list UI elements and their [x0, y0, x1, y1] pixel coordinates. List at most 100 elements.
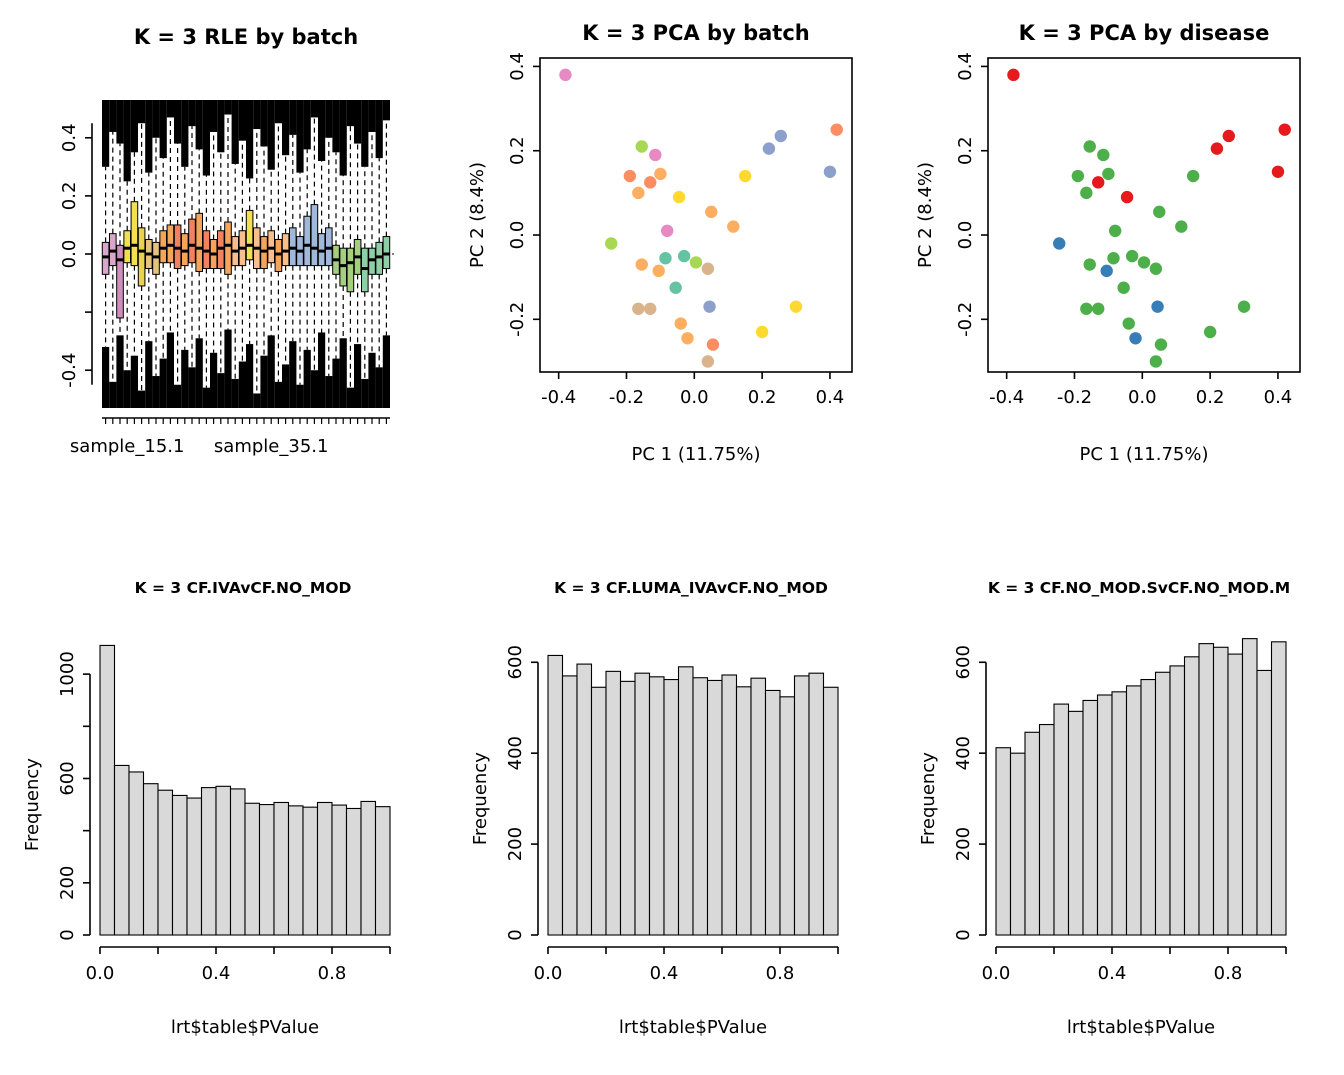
histogram-bar: [634, 672, 651, 936]
outlier-mass-top: [354, 100, 362, 144]
x-tick-label: 0.4: [816, 387, 845, 408]
outlier-mass-bottom: [174, 384, 182, 408]
y-tick-label: 200: [953, 827, 974, 861]
outlier-mass-bottom: [274, 381, 282, 408]
outlier-mass-top: [382, 100, 390, 121]
histogram-bar: [995, 747, 1012, 936]
histogram-bar: [1227, 653, 1244, 936]
histogram-bar: [1053, 703, 1070, 936]
histogram-bar: [793, 675, 810, 936]
outlier-mass-top: [368, 100, 376, 132]
outlier-mass-bottom: [195, 338, 203, 408]
histogram-bar: [1169, 665, 1186, 936]
data-point: [1083, 258, 1096, 271]
histogram-bar: [764, 689, 781, 936]
data-point: [1007, 68, 1020, 82]
histogram-bar: [244, 802, 261, 936]
outlier-mass-bottom: [152, 376, 160, 408]
y-tick-label: 600: [505, 645, 526, 679]
outlier-mass-top: [325, 100, 333, 138]
pvalue-histogram-chart-3: K = 3 CF.NO_MOD.SvCF.NO_MOD.M 0.0 0.4 0.8 lr…: [918, 579, 1290, 1038]
panel-hist-cf-iva: K = 3 CF.IVAvCF.NO_MOD 0.0 0.4 0.8 lrt$table…: [0, 537, 448, 1075]
data-point: [632, 302, 645, 315]
histogram-bar: [99, 644, 116, 936]
outlier-mass-bottom: [238, 361, 246, 408]
data-point: [654, 167, 667, 181]
panel-hist-cf-no-mod: K = 3 CF.NO_MOD.SvCF.NO_MOD.M 0.0 0.4 0.8 lr…: [896, 537, 1344, 1075]
histogram-bar: [374, 806, 391, 936]
histogram-bar: [1067, 710, 1084, 936]
outlier-mass-bottom: [231, 378, 239, 408]
data-point: [774, 129, 787, 143]
y-tick-label: 0.4: [507, 52, 528, 81]
outlier-mass-top: [296, 100, 304, 173]
outlier-mass-bottom: [382, 335, 390, 408]
histogram-bar: [619, 680, 636, 936]
x-tick-label: 0.8: [1214, 963, 1243, 984]
histogram-bar: [692, 677, 709, 936]
outlier-mass-top: [152, 100, 160, 138]
outlier-mass-top: [238, 100, 246, 141]
histogram-bar: [1111, 691, 1128, 936]
panel-rle-by-batch: K = 3 RLE by batch -0.4 0.0 0.2 0.4 sample_15…: [0, 0, 448, 537]
outlier-mass-bottom: [166, 332, 174, 408]
outlier-mass-top: [159, 100, 167, 159]
outlier-mass-bottom: [116, 335, 124, 408]
data-point: [635, 258, 648, 271]
data-point: [1149, 355, 1163, 368]
data-point: [706, 338, 720, 351]
box: [245, 209, 254, 261]
outlier-mass-bottom: [210, 352, 218, 408]
y-tick-label: 0.0: [59, 240, 80, 269]
histogram-bar: [1096, 694, 1113, 936]
data-point: [674, 317, 687, 330]
data-point: [1107, 252, 1120, 265]
outlier-mass-bottom: [253, 393, 261, 408]
data-point: [755, 325, 769, 339]
outlier-mass-bottom: [130, 355, 138, 408]
pca-batch-scatter-chart: K = 3 PCA by batch -0.4 -0.2 0.0 0.2 0.4 PC 1 …: [467, 21, 853, 465]
outlier-mass-bottom: [102, 346, 110, 408]
panel-title: K = 3 CF.LUMA_IVAvCF.NO_MOD: [554, 579, 828, 597]
histogram-bar: [590, 686, 607, 936]
outlier-mass-bottom: [303, 349, 311, 408]
histogram-bar: [547, 654, 564, 936]
histogram-bar: [186, 797, 203, 936]
data-point: [632, 186, 645, 200]
histogram-bar: [273, 801, 290, 936]
outlier-mass-bottom: [296, 384, 304, 408]
data-point: [1237, 300, 1251, 313]
box: [130, 201, 139, 267]
outlier-mass-bottom: [159, 358, 167, 408]
outlier-mass-bottom: [202, 387, 210, 408]
histogram-bar: [1140, 678, 1157, 936]
y-tick-label: 0.2: [507, 136, 528, 165]
y-axis-title: Frequency: [918, 752, 939, 845]
data-point: [689, 256, 703, 269]
data-point: [660, 224, 674, 238]
histogram-bar: [721, 674, 738, 936]
histogram-bar: [750, 677, 767, 936]
y-tick-label: 600: [953, 645, 974, 679]
outlier-mass-top: [138, 100, 146, 124]
histogram-bar: [215, 785, 232, 936]
outlier-mass-bottom: [181, 349, 189, 408]
x-axis-title: PC 1 (11.75%): [632, 444, 761, 465]
y-tick-label: 0.0: [955, 221, 976, 250]
histogram-bar: [576, 663, 593, 936]
box: [310, 204, 319, 267]
outlier-mass-top: [109, 100, 117, 132]
outlier-mass-bottom: [145, 341, 153, 408]
y-tick-label: 0: [57, 929, 78, 940]
data-point: [1071, 169, 1085, 183]
data-point: [701, 262, 715, 275]
data-point: [789, 300, 803, 313]
histogram-bar: [128, 771, 145, 936]
data-point: [623, 169, 637, 183]
histogram-bar: [1183, 656, 1200, 936]
data-point: [762, 142, 776, 155]
data-point: [1122, 317, 1135, 330]
histogram-bar: [648, 676, 665, 936]
data-point: [1203, 325, 1217, 339]
outlier-mass-bottom: [368, 352, 376, 408]
